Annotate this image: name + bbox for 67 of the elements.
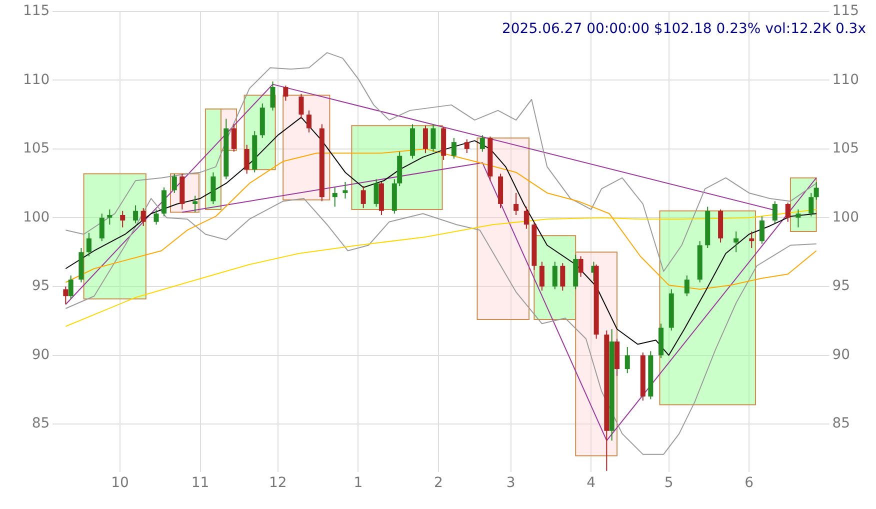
candlestick	[624, 346, 630, 374]
candlestick	[192, 195, 198, 213]
y-tick-label: 95	[32, 278, 50, 294]
candlestick	[785, 202, 790, 222]
candlestick	[133, 204, 138, 224]
candlestick	[231, 124, 236, 152]
x-tick-label: 5	[664, 475, 674, 492]
x-tick-label: 2	[434, 475, 443, 492]
y2-tick-label: 100	[832, 209, 860, 226]
candlestick	[86, 232, 92, 257]
candlestick	[684, 275, 690, 297]
x-tick-label: 6	[744, 475, 754, 492]
candlestick	[480, 134, 485, 152]
candlestick	[464, 138, 470, 154]
y2-tick-label: 95	[832, 278, 850, 294]
candlestick	[283, 85, 288, 102]
y-tick-label: 85	[32, 416, 50, 432]
candlestick	[332, 186, 338, 208]
candlestick	[107, 208, 112, 226]
x-tick-label: 1	[354, 475, 363, 492]
candlestick	[68, 275, 74, 300]
y2-tick-label: 85	[832, 416, 850, 432]
y-tick-label: 100	[22, 209, 50, 226]
candlestick	[808, 192, 814, 217]
candlestick	[814, 181, 819, 200]
candlestick	[430, 124, 436, 152]
candlestick	[306, 110, 312, 133]
candlestick	[749, 230, 754, 248]
candlestick	[524, 206, 529, 230]
candlestick	[154, 208, 159, 226]
candlestick	[451, 137, 456, 160]
candlestick	[578, 256, 584, 278]
candlestick	[539, 261, 544, 292]
x-tick-label: 4	[586, 475, 596, 492]
candlestick	[374, 178, 379, 208]
y2-tick-label: 105	[832, 140, 860, 157]
x-tick-label: 11	[191, 475, 210, 492]
y-tick-label: 110	[22, 72, 50, 88]
candlestick	[99, 213, 104, 242]
candlestick	[360, 186, 366, 209]
candlestick	[140, 208, 146, 226]
candlestick	[172, 173, 177, 194]
x-tick-label: 12	[269, 475, 287, 492]
y-tick-label: 105	[22, 140, 50, 157]
candlestick	[759, 216, 764, 244]
y2-tick-label: 115	[832, 3, 860, 20]
y-tick-label: 90	[32, 346, 50, 363]
candlestick	[422, 125, 428, 154]
candlestick	[270, 81, 276, 111]
candlestick	[514, 192, 519, 216]
candlestick	[772, 200, 778, 224]
candlestick	[734, 230, 739, 253]
candlestick	[244, 144, 250, 174]
candlestick	[552, 261, 558, 290]
y2-tick-label: 90	[832, 346, 850, 363]
y2-tick-label: 110	[832, 72, 860, 88]
y-tick-label: 115	[22, 3, 50, 20]
candlestick	[560, 262, 566, 292]
x-tick-label: 3	[506, 475, 516, 492]
candlestick	[63, 286, 68, 305]
candlestick	[342, 181, 348, 199]
text: 2025.06.27 00:00:00 $102.18 0.23% vol:12.2K 0.3x	[502, 21, 866, 37]
candlestick	[120, 210, 126, 228]
candlestick	[298, 93, 304, 120]
candlestick	[162, 186, 167, 217]
candlestick	[796, 208, 801, 228]
x-tick-label: 10	[111, 475, 129, 492]
